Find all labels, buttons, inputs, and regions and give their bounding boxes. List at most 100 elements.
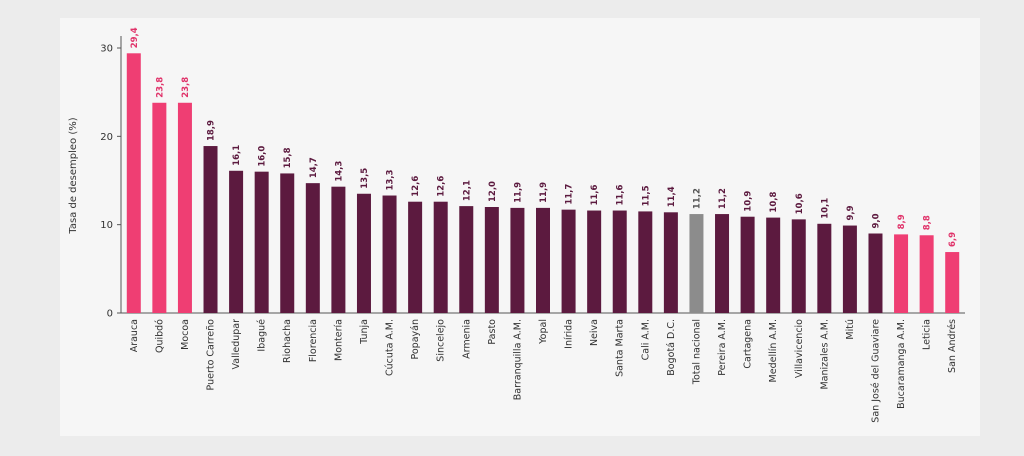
data-label: 12,1 bbox=[462, 180, 472, 201]
bar bbox=[177, 102, 192, 314]
x-tick-label: Ibagué bbox=[257, 319, 268, 352]
x-tick-label: Cúcuta A.M. bbox=[385, 319, 396, 376]
bar bbox=[536, 207, 550, 313]
data-label: 13,5 bbox=[360, 168, 370, 189]
data-label: 13,3 bbox=[386, 169, 396, 190]
data-label: 23,8 bbox=[181, 77, 191, 98]
x-tick-label: Yopal bbox=[538, 319, 549, 345]
x-tick-label: Popayán bbox=[410, 319, 421, 360]
x-tick-label: Pasto bbox=[487, 319, 498, 345]
bar bbox=[638, 211, 653, 313]
bar bbox=[126, 53, 141, 314]
data-label: 14,3 bbox=[334, 161, 344, 182]
bar bbox=[484, 207, 499, 313]
bar bbox=[740, 216, 755, 313]
x-tick-label: Sincelejo bbox=[436, 319, 447, 362]
x-tick-label: Total nacional bbox=[691, 319, 702, 385]
bar bbox=[817, 223, 832, 313]
data-label: 11,7 bbox=[565, 184, 575, 205]
x-tick-label: Barranquilla A.M. bbox=[512, 319, 523, 400]
x-tick-label: Puerto Carreño bbox=[206, 319, 217, 391]
data-label: 12,0 bbox=[488, 181, 498, 202]
bar bbox=[382, 195, 397, 313]
bar bbox=[894, 234, 909, 313]
x-tick-label: Arauca bbox=[129, 319, 140, 352]
x-tick-label: Florencia bbox=[308, 319, 319, 362]
bar bbox=[689, 214, 704, 313]
bar bbox=[919, 235, 934, 313]
bar bbox=[715, 214, 730, 313]
data-label: 11,9 bbox=[513, 182, 523, 203]
data-label: 23,8 bbox=[155, 77, 165, 98]
bar bbox=[945, 252, 960, 313]
data-label: 11,5 bbox=[641, 185, 651, 206]
data-label: 9,0 bbox=[871, 213, 881, 228]
data-label: 11,2 bbox=[692, 188, 702, 209]
bar bbox=[842, 225, 857, 313]
data-label: 16,0 bbox=[258, 146, 268, 167]
x-tick-label: Quibdó bbox=[154, 319, 165, 353]
data-label: 10,6 bbox=[795, 193, 805, 214]
x-tick-label: Armenia bbox=[461, 319, 472, 359]
bar bbox=[280, 173, 295, 313]
bar bbox=[305, 183, 320, 313]
bar bbox=[510, 207, 525, 313]
bar bbox=[229, 170, 244, 313]
data-label: 10,8 bbox=[769, 192, 779, 213]
data-label: 9,9 bbox=[846, 205, 856, 220]
data-label: 12,6 bbox=[411, 176, 421, 197]
y-axis-title: Tasa de desempleo (%) bbox=[68, 117, 79, 234]
x-tick-label: Tunja bbox=[359, 319, 370, 345]
bar bbox=[587, 210, 602, 313]
data-label: 11,2 bbox=[718, 188, 728, 209]
x-tick-label: Manizales A.M. bbox=[819, 319, 830, 390]
data-label: 11,6 bbox=[616, 184, 626, 205]
x-tick-label: San José del Guaviare bbox=[870, 319, 881, 423]
bar bbox=[791, 219, 806, 313]
bar bbox=[612, 210, 627, 313]
data-label: 8,8 bbox=[923, 215, 933, 230]
data-label: 14,7 bbox=[309, 157, 319, 178]
x-tick-label: Valledupar bbox=[231, 319, 242, 370]
x-tick-label: Bucaramanga A.M. bbox=[896, 319, 907, 409]
x-tick-label: Leticia bbox=[922, 319, 933, 350]
x-tick-label: Pereira A.M. bbox=[717, 319, 728, 376]
bar bbox=[663, 212, 678, 313]
data-label: 11,4 bbox=[667, 186, 677, 207]
data-label: 29,4 bbox=[130, 27, 140, 48]
bar bbox=[203, 146, 218, 313]
y-tick-label: 20 bbox=[100, 132, 113, 143]
bar bbox=[408, 201, 423, 313]
data-label: 6,9 bbox=[948, 232, 958, 247]
y-tick-label: 10 bbox=[100, 220, 113, 231]
bar-chart: 0 10 20 30 Tasa de desempleo (%) 29,4 Arauca 23… bbox=[68, 27, 965, 423]
bar bbox=[459, 206, 474, 313]
x-tick-label: Inírida bbox=[564, 319, 575, 349]
x-tick-label: Neiva bbox=[589, 319, 600, 346]
x-tick-label: Santa Marta bbox=[615, 319, 626, 377]
bar bbox=[868, 233, 883, 313]
data-label: 12,6 bbox=[437, 176, 447, 197]
x-tick-label: Cartagena bbox=[743, 319, 754, 369]
y-tick-label: 30 bbox=[100, 44, 113, 55]
data-label: 16,1 bbox=[232, 145, 242, 166]
chart-panel: 0 10 20 30 Tasa de desempleo (%) 29,4 Arauca 23… bbox=[60, 18, 980, 436]
x-tick-label: Montería bbox=[333, 319, 344, 361]
x-tick-label: San Andrés bbox=[947, 319, 958, 373]
x-tick-label: Mitú bbox=[845, 319, 856, 340]
x-tick-label: Medellín A.M. bbox=[768, 319, 779, 382]
x-tick-label: Cali A.M. bbox=[640, 319, 651, 360]
data-label: 11,9 bbox=[539, 182, 549, 203]
bar bbox=[331, 186, 346, 313]
data-label: 11,6 bbox=[590, 184, 600, 205]
x-tick-label: Bogotá D.C. bbox=[666, 319, 677, 376]
data-label: 10,9 bbox=[744, 191, 754, 212]
data-label: 10,1 bbox=[820, 198, 830, 219]
bar bbox=[766, 217, 781, 313]
x-tick-label: Villavicencio bbox=[794, 319, 805, 378]
x-tick-label: Mocoa bbox=[180, 319, 191, 350]
bar bbox=[433, 201, 448, 313]
data-label: 18,9 bbox=[207, 120, 217, 141]
bar bbox=[254, 171, 269, 313]
bar bbox=[356, 193, 371, 313]
